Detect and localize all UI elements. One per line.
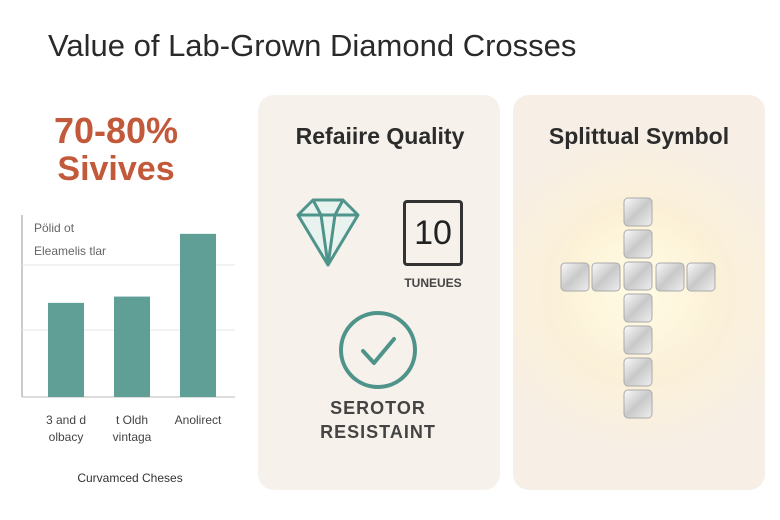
gem: [623, 293, 653, 323]
gem: [623, 389, 653, 419]
check-icon: [339, 311, 417, 389]
card-title: Splittual Symbol: [548, 123, 730, 149]
badge-label: TUNEUES: [404, 276, 462, 290]
legend-line: Eleamelis tlar: [34, 244, 107, 258]
legend-line: Pölid ot: [34, 221, 75, 235]
check-label: RESISTAINT: [320, 422, 436, 442]
quality-card: Refaiire Quality 10 TUNEUES SEROTOR RESI…: [258, 95, 500, 490]
x-tick-label: Anolirect: [174, 413, 222, 427]
bar: [180, 233, 216, 397]
badge: 10: [403, 200, 463, 266]
stat-label: Sivives: [57, 150, 175, 188]
chart-plot: [21, 215, 235, 398]
check-label: SEROTOR: [330, 398, 426, 418]
x-tick-label: t Oldh vintaga: [112, 413, 152, 444]
bar: [114, 296, 150, 397]
gem: [623, 197, 653, 227]
gem: [686, 262, 716, 292]
gem: [591, 262, 621, 292]
card-title: Refaiire Quality: [295, 123, 465, 149]
stat-value: 70-80%: [53, 110, 179, 151]
gem: [655, 262, 685, 292]
gem: [623, 357, 653, 387]
bar-chart: Pölid ot Eleamelis tlar Curvamced Cheses…: [0, 200, 250, 500]
gem: [623, 229, 653, 259]
bar: [48, 302, 84, 397]
gem: [623, 261, 653, 291]
gem: [623, 325, 653, 355]
page-title: Value of Lab-Grown Diamond Crosses: [48, 28, 577, 63]
x-tick-label: 3 and d olbacy: [45, 413, 87, 444]
symbol-card: Splittual Symbol: [513, 95, 765, 490]
gem: [560, 262, 590, 292]
cross-icon: [553, 195, 723, 419]
diamond-icon: [296, 198, 360, 267]
x-axis-label: Curvamced Cheses: [77, 471, 183, 485]
